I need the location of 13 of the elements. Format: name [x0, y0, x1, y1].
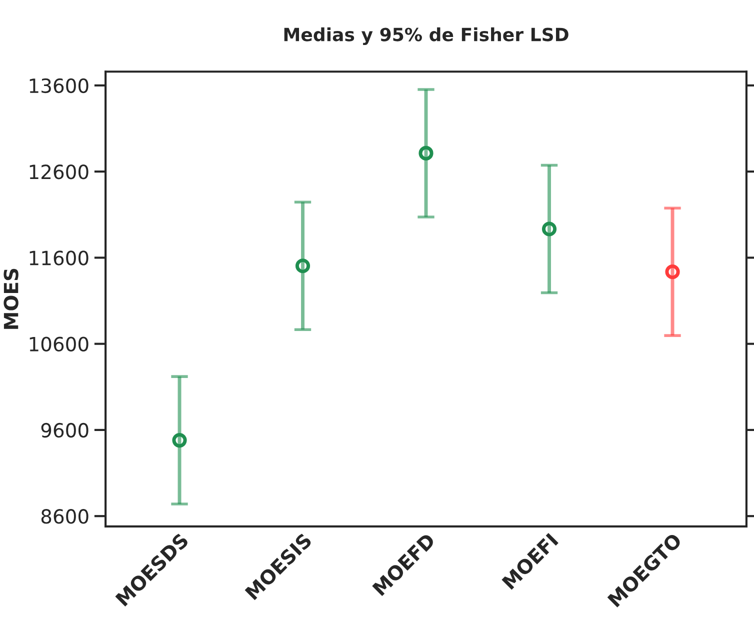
point: [665, 264, 680, 280]
point: [418, 146, 434, 161]
point: [542, 222, 557, 236]
point: [172, 433, 187, 448]
y-tick-label: 12600: [30, 164, 88, 180]
y-tick-label: 8600: [41, 509, 88, 524]
point: [295, 258, 310, 274]
y-tick-label: 13600: [30, 78, 88, 94]
chart-title: Medias y 95% de Fisher LSD: [284, 27, 568, 45]
y-axis-title: MOES: [4, 268, 18, 329]
y-tick-label: 10600: [30, 336, 88, 352]
y-tick-label: 9600: [41, 422, 88, 438]
y-tick-label: 11600: [30, 250, 88, 266]
